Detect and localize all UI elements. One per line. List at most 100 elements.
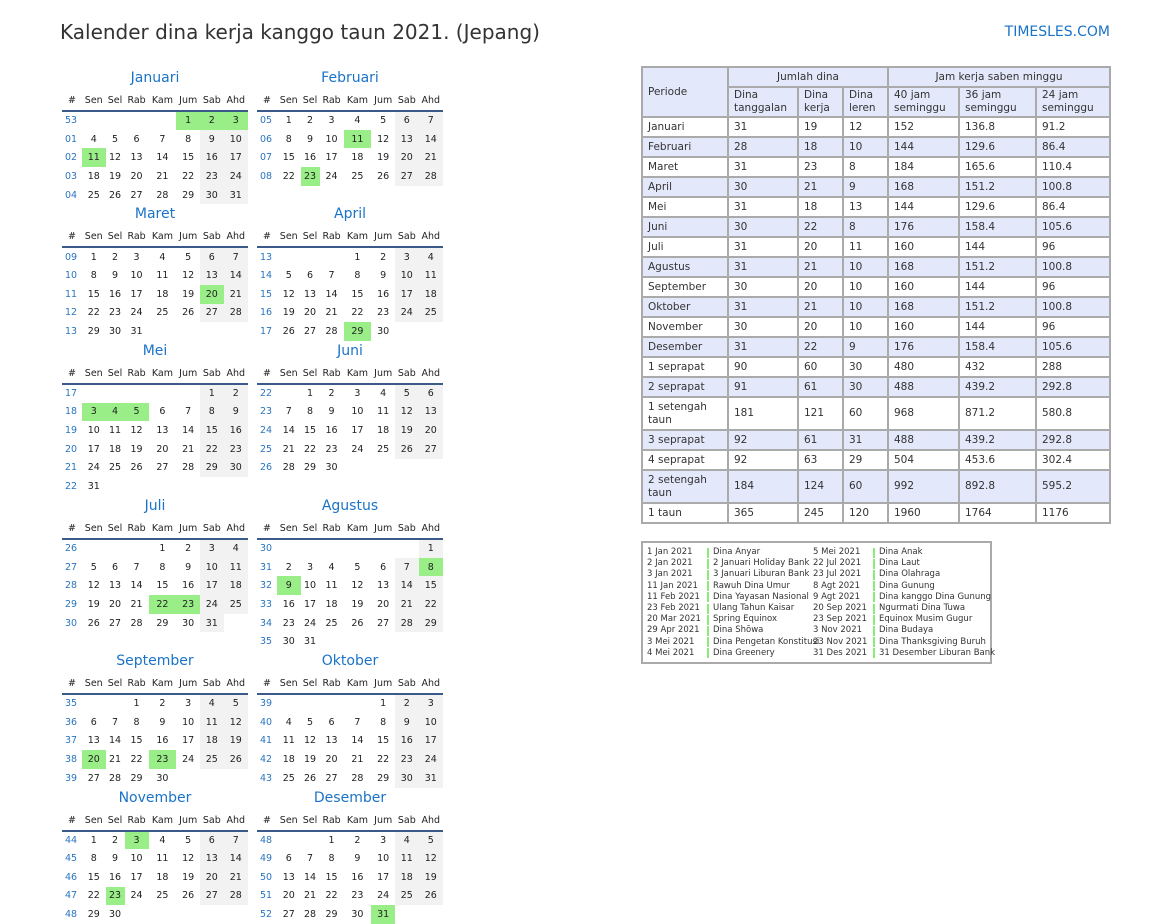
day-cell[interactable]: 22 [418, 595, 443, 614]
day-cell[interactable]: 12 [87, 580, 100, 592]
day-cell[interactable]: 2 [159, 698, 166, 710]
day-cell[interactable]: 7 [185, 406, 192, 418]
day-cell[interactable]: 27 [200, 303, 224, 323]
day-cell[interactable]: 17 [130, 288, 143, 300]
day-cell[interactable]: 8 [418, 557, 443, 577]
day-cell[interactable]: 10 [351, 406, 364, 418]
day-cell[interactable]: 20 [377, 598, 390, 610]
day-cell[interactable]: 24 [200, 595, 224, 614]
day-cell[interactable]: 18 [351, 152, 364, 164]
day-cell[interactable]: 30 [109, 326, 122, 338]
day-cell[interactable]: 5 [418, 830, 443, 850]
day-cell[interactable]: 28 [418, 167, 443, 186]
day-cell[interactable]: 24 [182, 754, 195, 766]
day-cell[interactable]: 14 [223, 266, 248, 285]
day-cell[interactable]: 6 [380, 561, 387, 573]
day-cell[interactable]: 9 [223, 402, 248, 422]
day-cell[interactable]: 15 [200, 421, 224, 440]
day-cell[interactable]: 4 [223, 539, 248, 558]
day-cell[interactable]: 10 [395, 266, 419, 285]
day-cell[interactable]: 20 [130, 170, 143, 182]
day-cell[interactable]: 23 [300, 167, 320, 186]
day-cell[interactable]: 17 [377, 871, 390, 883]
day-cell[interactable]: 14 [395, 576, 419, 596]
day-cell[interactable]: 4 [380, 388, 387, 400]
day-cell[interactable]: 17 [87, 443, 100, 455]
day-cell[interactable]: 13 [109, 580, 122, 592]
day-cell[interactable]: 4 [395, 830, 419, 850]
day-cell[interactable]: 1 [328, 834, 335, 846]
day-cell[interactable]: 1 [285, 115, 292, 127]
day-cell[interactable]: 15 [304, 425, 317, 437]
day-cell[interactable]: 25 [418, 303, 443, 323]
day-cell[interactable]: 22 [148, 595, 177, 614]
day-cell[interactable]: 23 [105, 886, 125, 906]
day-cell[interactable]: 11 [156, 853, 169, 865]
day-cell[interactable]: 24 [223, 167, 248, 186]
day-cell[interactable]: 3 [223, 111, 248, 130]
day-cell[interactable]: 21 [223, 284, 248, 304]
day-cell[interactable]: 24 [304, 617, 317, 629]
day-cell[interactable]: 26 [182, 890, 195, 902]
day-cell[interactable]: 6 [285, 853, 292, 865]
day-cell[interactable]: 29 [130, 772, 143, 784]
day-cell[interactable]: 6 [133, 133, 140, 145]
day-cell[interactable]: 30 [223, 458, 248, 478]
day-cell[interactable]: 13 [156, 425, 169, 437]
day-cell[interactable]: 5 [395, 383, 419, 403]
day-cell[interactable]: 15 [351, 288, 364, 300]
day-cell[interactable]: 31 [304, 636, 317, 648]
day-cell[interactable]: 26 [282, 326, 295, 338]
day-cell[interactable]: 5 [354, 561, 361, 573]
day-cell[interactable]: 27 [377, 617, 390, 629]
day-cell[interactable]: 3 [200, 539, 224, 558]
day-cell[interactable]: 2 [200, 111, 224, 130]
day-cell[interactable]: 24 [87, 462, 100, 474]
day-cell[interactable]: 19 [351, 598, 364, 610]
day-cell[interactable]: 7 [328, 269, 335, 281]
day-cell[interactable]: 13 [282, 871, 295, 883]
day-cell[interactable]: 7 [159, 133, 166, 145]
day-cell[interactable]: 4 [159, 251, 166, 263]
day-cell[interactable]: 13 [200, 849, 224, 868]
day-cell[interactable]: 12 [418, 849, 443, 868]
day-cell[interactable]: 19 [282, 307, 295, 319]
day-cell[interactable]: 7 [307, 853, 314, 865]
day-cell[interactable]: 17 [182, 735, 195, 747]
day-cell[interactable]: 3 [418, 694, 443, 713]
day-cell[interactable]: 8 [90, 853, 97, 865]
day-cell[interactable]: 4 [90, 133, 97, 145]
day-cell[interactable]: 8 [354, 269, 361, 281]
day-cell[interactable]: 21 [156, 170, 169, 182]
day-cell[interactable]: 18 [377, 425, 390, 437]
day-cell[interactable]: 15 [156, 580, 169, 592]
day-cell[interactable]: 5 [307, 716, 314, 728]
day-cell[interactable]: 16 [223, 421, 248, 440]
day-cell[interactable]: 30 [351, 909, 364, 921]
day-cell[interactable]: 12 [304, 735, 317, 747]
day-cell[interactable]: 16 [109, 871, 122, 883]
day-cell[interactable]: 11 [109, 425, 122, 437]
day-cell[interactable]: 1 [380, 698, 387, 710]
day-cell[interactable]: 30 [395, 768, 419, 788]
day-cell[interactable]: 26 [109, 189, 122, 201]
day-cell[interactable]: 4 [105, 402, 125, 422]
day-cell[interactable]: 7 [395, 557, 419, 577]
day-cell[interactable]: 28 [395, 613, 419, 633]
day-cell[interactable]: 9 [307, 133, 314, 145]
day-cell[interactable]: 5 [285, 269, 292, 281]
day-cell[interactable]: 6 [200, 247, 224, 267]
day-cell[interactable]: 13 [395, 129, 419, 149]
day-cell[interactable]: 8 [285, 133, 292, 145]
day-cell[interactable]: 5 [112, 133, 119, 145]
day-cell[interactable]: 27 [87, 772, 100, 784]
day-cell[interactable]: 26 [377, 170, 390, 182]
day-cell[interactable]: 18 [156, 871, 169, 883]
day-cell[interactable]: 15 [325, 871, 338, 883]
day-cell[interactable]: 10 [304, 580, 317, 592]
day-cell[interactable]: 19 [109, 170, 122, 182]
day-cell[interactable]: 13 [304, 288, 317, 300]
day-cell[interactable]: 10 [325, 133, 338, 145]
day-cell[interactable]: 17 [351, 425, 364, 437]
day-cell[interactable]: 16 [156, 735, 169, 747]
